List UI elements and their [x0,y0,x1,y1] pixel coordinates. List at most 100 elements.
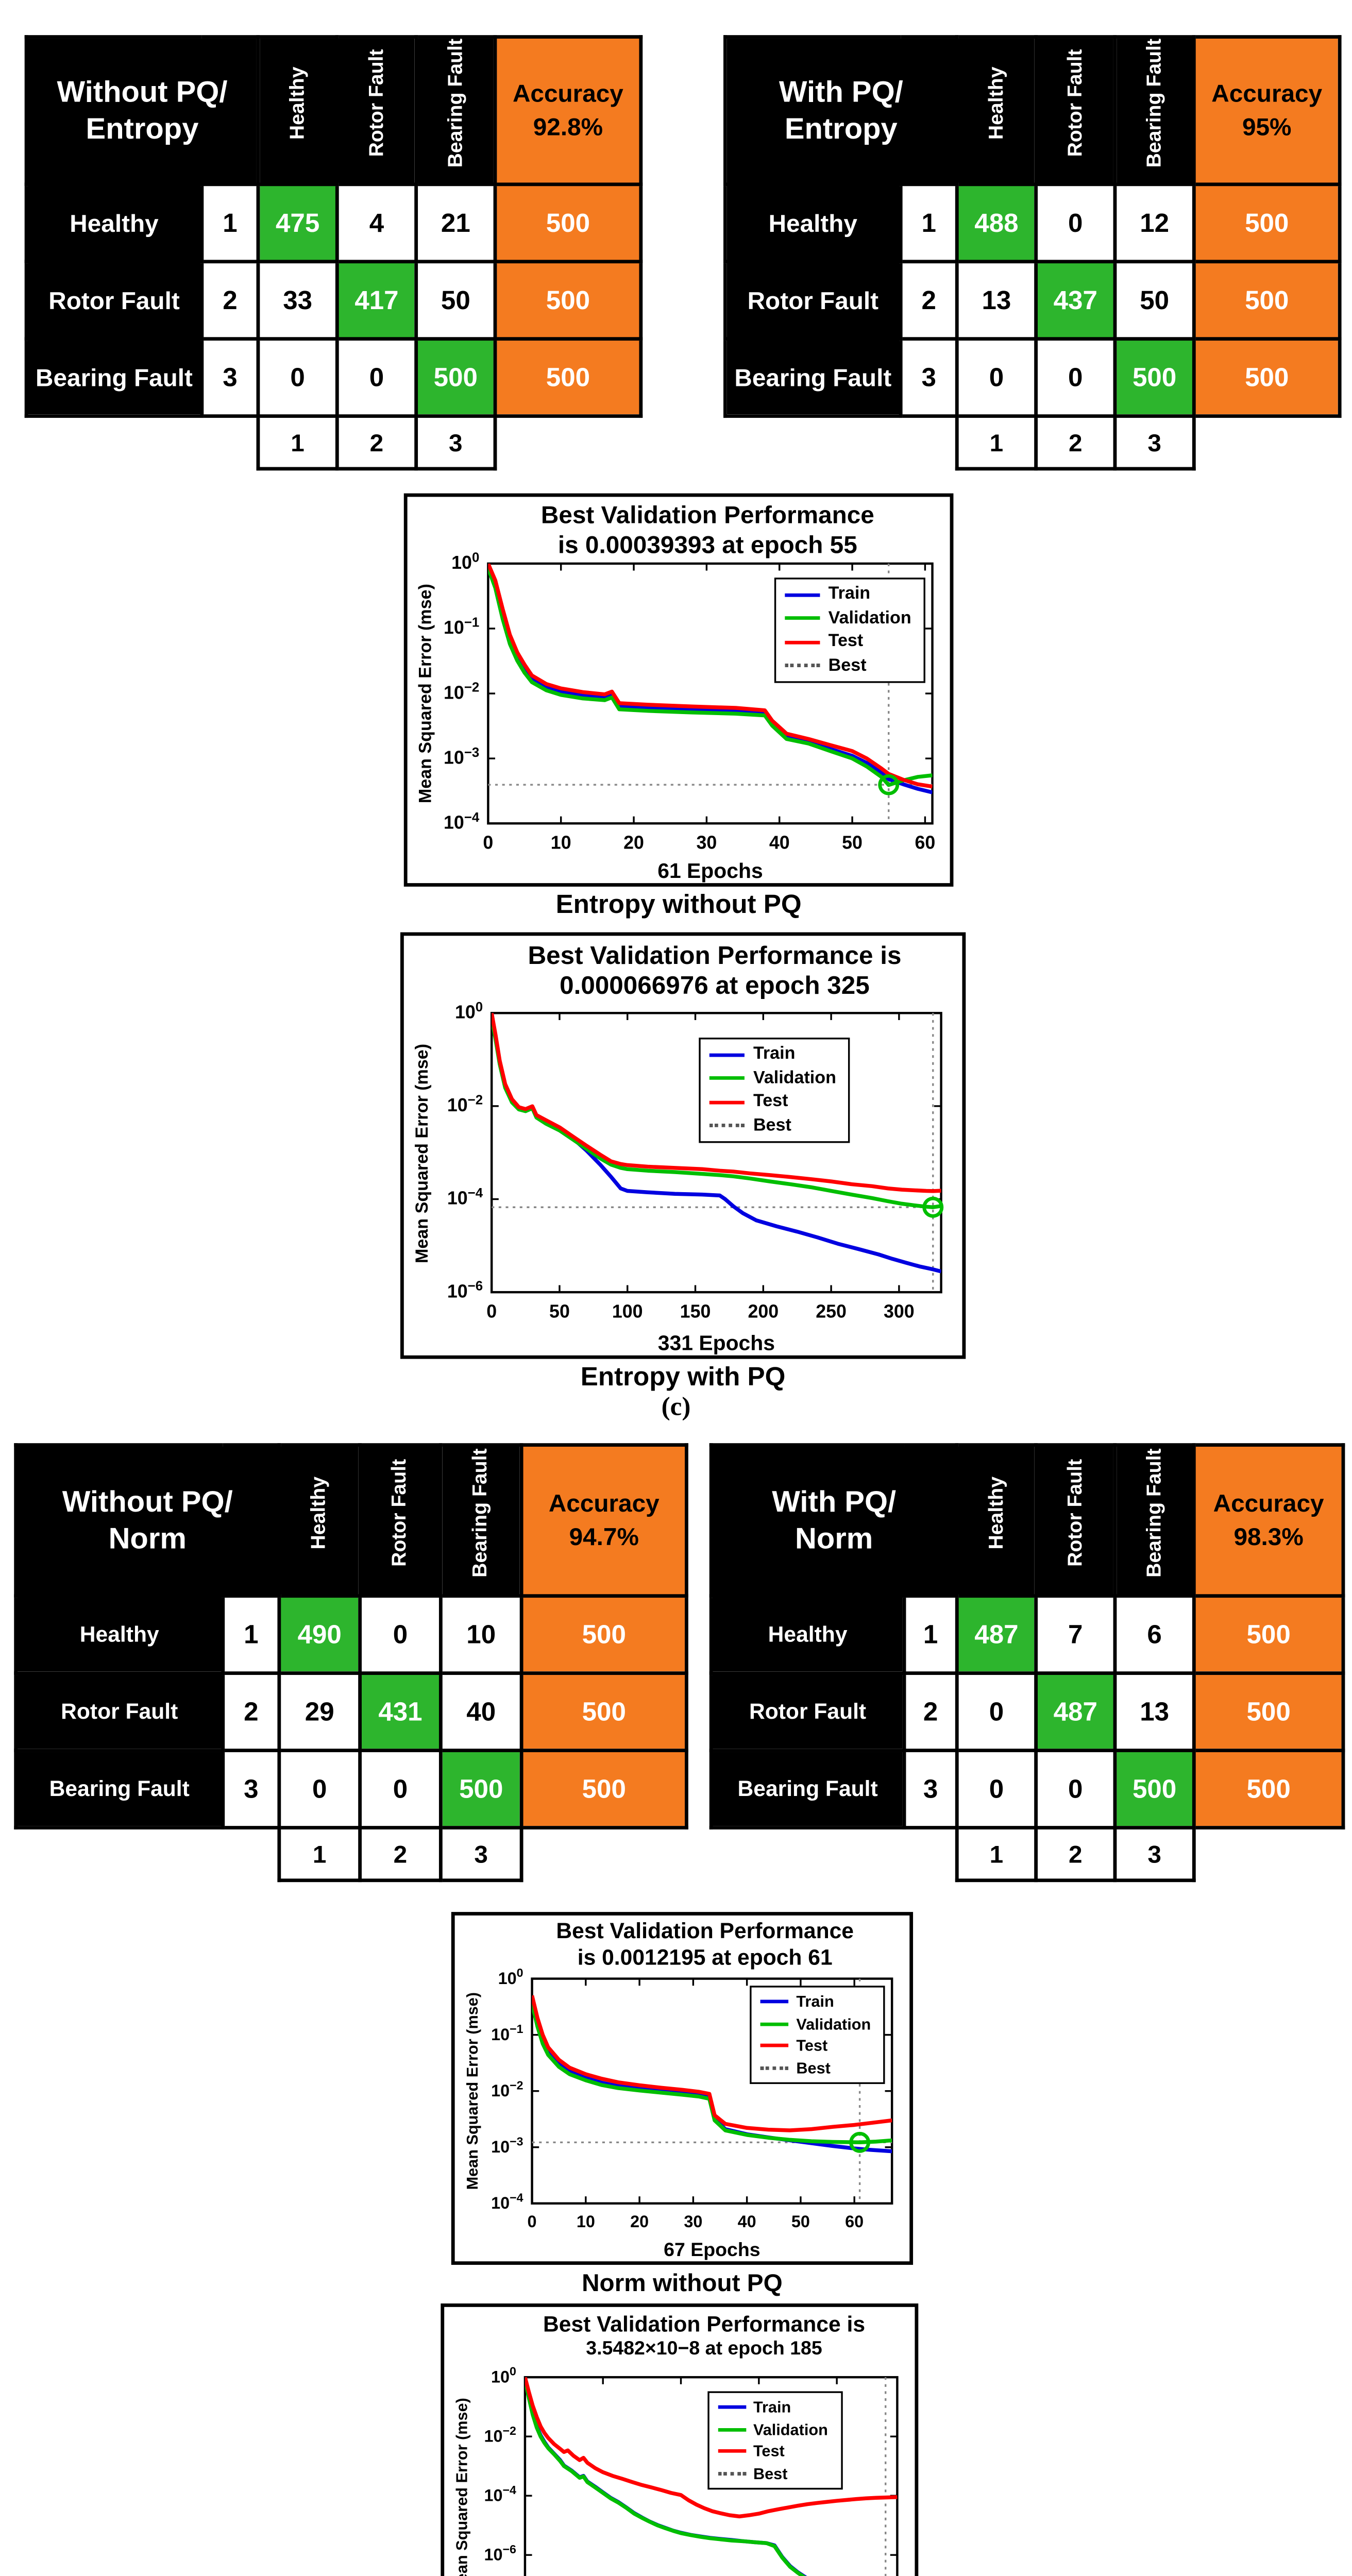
plot-caption: Norm without PQ [582,2268,783,2297]
mse-plot-canvas: 100 10−1 10−2 10−3 10−4 0 10 20 30 40 50 60 67 Epoch… [491,1966,893,2260]
matrix-cell: 0 [955,1749,1038,1829]
column-header-rotor-fault: Rotor Fault [1034,35,1117,187]
legend-best: Best [784,656,911,675]
svg-text:60: 60 [915,833,936,853]
row-total: 500 [519,1671,688,1752]
test-line-swatch [709,1099,745,1104]
footer-index: 2 [335,414,418,471]
plot-entropy-with-pq: 100 10−2 10−4 10−6 0 50 100 150 200 250 300 331 Epo… [400,932,966,1359]
table-row: Healthy 1 487 7 6 500 [709,1594,1345,1675]
row-index: 1 [200,182,260,264]
matrix-cell: 488 [955,182,1038,264]
footer-index: 1 [256,414,339,471]
footer-index: 1 [955,1826,1038,1883]
svg-text:30: 30 [696,833,717,853]
y-axis-label: Mean Squared Error (mse) [453,2398,471,2576]
column-header-healthy: Healthy [277,1443,362,1598]
legend-test: Test [761,2037,871,2054]
row-index: 1 [899,182,959,264]
validation-line-swatch [709,1076,745,1080]
table-row: Rotor Fault 2 29 431 40 500 [14,1671,688,1752]
svg-text:331 Epochs: 331 Epochs [658,1331,775,1355]
plot-caption: Entropy without PQ [555,890,802,920]
footer-row: 1 2 3 [15,1826,687,1883]
matrix-cell: 500 [438,1749,523,1829]
row-label-rotor-fault: Rotor Fault [14,1671,225,1752]
row-total: 500 [1192,260,1342,341]
table-row: Rotor Fault 2 0 487 13 500 [709,1671,1345,1752]
confusion-matrix-norm-with-pq: With PQ/Norm Healthy Rotor Fault Bearing… [709,1443,1345,1883]
svg-text:10−6: 10−6 [447,1279,483,1302]
row-label-bearing-fault: Bearing Fault [14,1749,225,1829]
plot-norm-without-pq: 100 10−1 10−2 10−3 10−4 0 10 20 30 40 50 60 67 Epoch… [451,1912,914,2265]
row-total: 500 [1192,1594,1345,1675]
legend-test: Test [784,632,911,651]
svg-text:100: 100 [455,1000,483,1023]
legend-validation: Validation [718,2420,828,2438]
matrix-cell: 13 [955,260,1038,341]
accuracy-cell: Accuracy 98.3% [1192,1443,1345,1598]
svg-text:200: 200 [748,1301,779,1322]
row-label-bearing-fault: Bearing Fault [24,337,204,418]
y-axis-label: Mean Squared Error (mse) [413,1043,433,1263]
footer-index: 3 [414,414,497,471]
row-total: 500 [1192,182,1342,264]
matrix-cell: 500 [1113,337,1196,418]
table-row: Bearing Fault 3 0 0 500 500 [709,1749,1345,1829]
svg-text:0: 0 [483,833,493,853]
row-total: 500 [493,182,643,264]
validation-line-swatch [784,616,820,620]
svg-text:10−1: 10−1 [491,2022,523,2044]
svg-text:100: 100 [498,1966,523,1988]
confusion-matrix-entropy-without-pq: Without PQ/Entropy Healthy Rotor Fault B… [24,35,643,471]
row-label-rotor-fault: Rotor Fault [24,260,204,341]
matrix-cell: 0 [1034,182,1117,264]
column-header-bearing-fault: Bearing Fault [438,1443,523,1598]
matrix-cell: 0 [955,1671,1038,1752]
matrix-cell: 487 [955,1594,1038,1675]
matrix-title: Without PQ/Entropy [24,35,260,187]
y-axis-label: Mean Squared Error (mse) [463,1992,481,2190]
best-line-swatch [718,2471,747,2475]
row-label-healthy: Healthy [709,1594,906,1675]
confusion-matrix-entropy-with-pq: With PQ/Entropy Healthy Rotor Fault Bear… [723,35,1342,471]
row-label-healthy: Healthy [24,182,204,264]
svg-text:10: 10 [577,2212,595,2231]
matrix-cell: 0 [1034,1749,1117,1829]
matrix-cell: 0 [335,337,418,418]
footer-index: 2 [1034,1826,1117,1883]
best-line-swatch [709,1123,745,1127]
column-header-rotor-fault: Rotor Fault [1034,1443,1117,1598]
matrix-cell: 500 [1113,1749,1196,1829]
row-index: 2 [200,260,260,341]
train-line-swatch [761,1999,789,2004]
svg-text:10−2: 10−2 [447,1093,483,1116]
matrix-cell: 431 [358,1671,443,1752]
plot-title: Best Validation Performance is 3.5482×10−… [543,2312,866,2360]
row-index: 3 [902,1749,959,1829]
matrix-cell: 7 [1034,1594,1117,1675]
row-total: 500 [493,337,643,418]
svg-text:0: 0 [486,1301,497,1322]
matrix-cell: 0 [955,337,1038,418]
column-header-bearing-fault: Bearing Fault [1113,35,1196,187]
footer-index: 1 [955,414,1038,471]
test-line-swatch [718,2449,747,2453]
matrix-cell: 40 [438,1671,523,1752]
matrix-cell: 12 [1113,182,1196,264]
svg-text:40: 40 [738,2212,756,2231]
confusion-matrix-norm-without-pq: Without PQ/Norm Healthy Rotor Fault Bear… [14,1443,688,1883]
footer-index: 3 [438,1826,523,1883]
legend-validation: Validation [784,608,911,628]
matrix-cell: 437 [1034,260,1117,341]
test-line-swatch [784,640,820,643]
footer-row: 1 2 3 [711,1826,1343,1883]
row-index: 2 [221,1671,281,1752]
svg-text:10−4: 10−4 [447,1186,483,1209]
test-line-swatch [761,2043,789,2047]
legend-train: Train [761,1993,871,2010]
table-row: Rotor Fault 2 33 417 50 500 [24,260,643,341]
svg-text:10: 10 [551,833,571,853]
svg-text:10−2: 10−2 [491,2078,523,2100]
